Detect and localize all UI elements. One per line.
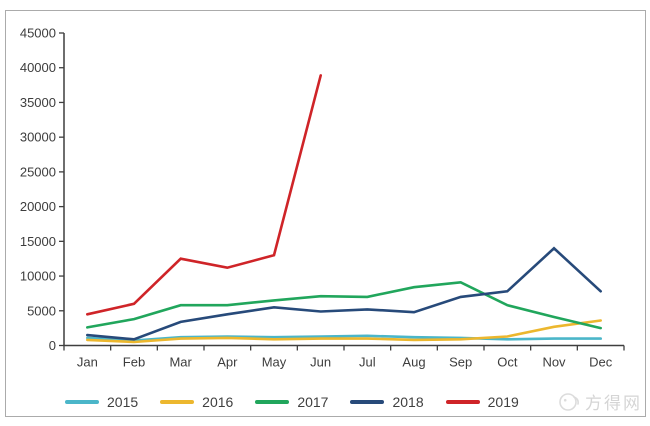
y-axis-tick-label: 35000: [20, 95, 56, 110]
legend-swatch-2019-line: [445, 400, 480, 404]
x-axis-tick-label: Feb: [123, 355, 145, 370]
watermark: 方得网: [557, 389, 642, 414]
series-line-2018: [86, 246, 603, 341]
legend-item-2018: 2018: [350, 394, 424, 410]
x-axis-tick-label: Mar: [169, 355, 192, 370]
x-axis-tick-label: Jan: [77, 355, 98, 370]
y-axis-tick-label: 0: [49, 338, 56, 353]
x-axis-tick-label: Jul: [359, 355, 376, 370]
legend-swatch-2015-line: [65, 400, 99, 404]
x-axis-tick-label: May: [262, 355, 287, 370]
fangde-logo-icon: [559, 392, 579, 411]
x-axis-tick-label: Sep: [449, 355, 472, 370]
legend-label-2017: 2017: [297, 394, 329, 410]
legend-swatch-2018-line: [350, 400, 385, 404]
y-axis-tick-label: 10000: [20, 269, 56, 284]
y-axis-tick-label: 5000: [27, 303, 56, 318]
legend-label-2015: 2015: [107, 394, 139, 410]
series-line-2019: [86, 74, 323, 316]
watermark-text: 方得网: [585, 394, 642, 413]
chart-legend: 2015 2016 2017 2018 2019: [65, 394, 519, 410]
y-axis-tick-label: 40000: [20, 60, 56, 75]
y-axis-tick-label: 20000: [20, 199, 56, 214]
series-line-2016: [86, 319, 603, 344]
legend-label-2019: 2019: [487, 394, 519, 410]
legend-item-2017: 2017: [255, 394, 328, 410]
legend-label-2018: 2018: [392, 394, 424, 410]
legend-item-2016: 2016: [160, 394, 233, 410]
x-axis-tick-label: Apr: [217, 355, 238, 370]
legend-label-2016: 2016: [202, 394, 234, 410]
x-axis-tick-label: Nov: [542, 355, 566, 370]
y-axis-tick-label: 45000: [20, 26, 56, 41]
chart-border-frame: [5, 10, 646, 417]
legend-swatch-2016-line: [160, 400, 195, 404]
legend-swatch-2017-line: [255, 400, 290, 404]
series-line-2015: [86, 334, 603, 342]
series-line-2017: [86, 280, 603, 330]
legend-item-2015: 2015: [65, 394, 138, 410]
x-axis-tick-label: Aug: [402, 355, 425, 370]
x-axis-tick-label: Oct: [497, 355, 518, 370]
y-axis-tick-label: 15000: [20, 234, 56, 249]
y-axis-tick-label: 30000: [20, 130, 56, 145]
y-axis-tick-label: 25000: [20, 164, 56, 179]
x-axis-tick-label: Jun: [310, 355, 331, 370]
x-axis-tick-label: Dec: [589, 355, 613, 370]
legend-item-2019: 2019: [445, 394, 519, 410]
